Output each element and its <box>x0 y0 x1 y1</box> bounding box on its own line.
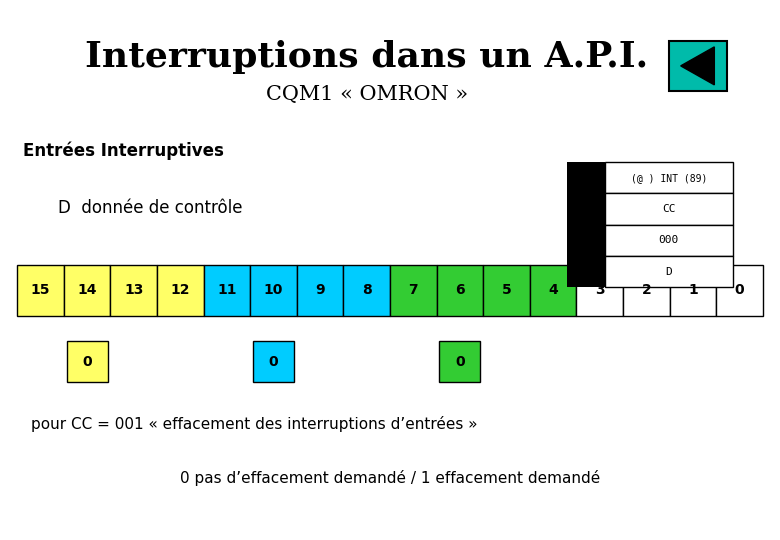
Text: 7: 7 <box>409 284 418 297</box>
Text: 15: 15 <box>30 284 50 297</box>
Text: 5: 5 <box>502 284 512 297</box>
Text: 000: 000 <box>659 235 679 245</box>
Text: 10: 10 <box>264 284 283 297</box>
Text: Interruptions dans un A.P.I.: Interruptions dans un A.P.I. <box>85 40 648 73</box>
Bar <box>484 265 530 316</box>
Bar <box>250 265 296 316</box>
Text: 13: 13 <box>124 284 144 297</box>
Bar <box>64 265 111 316</box>
Text: 8: 8 <box>362 284 371 297</box>
Bar <box>343 265 390 316</box>
Bar <box>604 256 733 287</box>
Text: 0: 0 <box>82 355 92 369</box>
Polygon shape <box>681 47 714 85</box>
Bar <box>439 341 480 382</box>
Text: CQM1 « OMRON »: CQM1 « OMRON » <box>265 85 468 104</box>
Bar <box>157 265 204 316</box>
Text: 9: 9 <box>315 284 325 297</box>
Text: 12: 12 <box>171 284 190 297</box>
Text: 0: 0 <box>455 355 465 369</box>
Bar <box>204 265 250 316</box>
Bar <box>66 341 108 382</box>
Bar <box>296 265 343 316</box>
Bar <box>567 162 604 287</box>
Text: 1: 1 <box>688 284 698 297</box>
Text: 3: 3 <box>595 284 604 297</box>
Bar <box>17 265 64 316</box>
Text: 2: 2 <box>641 284 651 297</box>
Text: 11: 11 <box>217 284 236 297</box>
Text: 14: 14 <box>77 284 97 297</box>
Bar <box>437 265 484 316</box>
Text: D  donnée de contrôle: D donnée de contrôle <box>58 199 243 217</box>
Bar <box>111 265 157 316</box>
Text: D: D <box>665 267 672 276</box>
Bar <box>530 265 576 316</box>
Bar <box>604 162 733 193</box>
Text: pour CC = 001 « effacement des interruptions d’entrées »: pour CC = 001 « effacement des interrupt… <box>31 416 477 432</box>
Text: (@ ) INT (89): (@ ) INT (89) <box>631 173 707 183</box>
Bar <box>253 341 294 382</box>
Bar <box>716 265 763 316</box>
Bar <box>390 265 437 316</box>
Bar <box>604 193 733 225</box>
Bar <box>604 225 733 256</box>
Text: 0: 0 <box>735 284 744 297</box>
Bar <box>669 265 716 316</box>
Bar <box>623 265 669 316</box>
Text: 0 pas d’effacement demandé / 1 effacement demandé: 0 pas d’effacement demandé / 1 effacemen… <box>180 470 600 486</box>
Text: CC: CC <box>662 204 675 214</box>
Bar <box>669 41 727 91</box>
Text: 4: 4 <box>548 284 558 297</box>
Bar <box>576 265 623 316</box>
Text: Entrées Interruptives: Entrées Interruptives <box>23 142 225 160</box>
Text: 6: 6 <box>455 284 465 297</box>
Text: 0: 0 <box>268 355 278 369</box>
